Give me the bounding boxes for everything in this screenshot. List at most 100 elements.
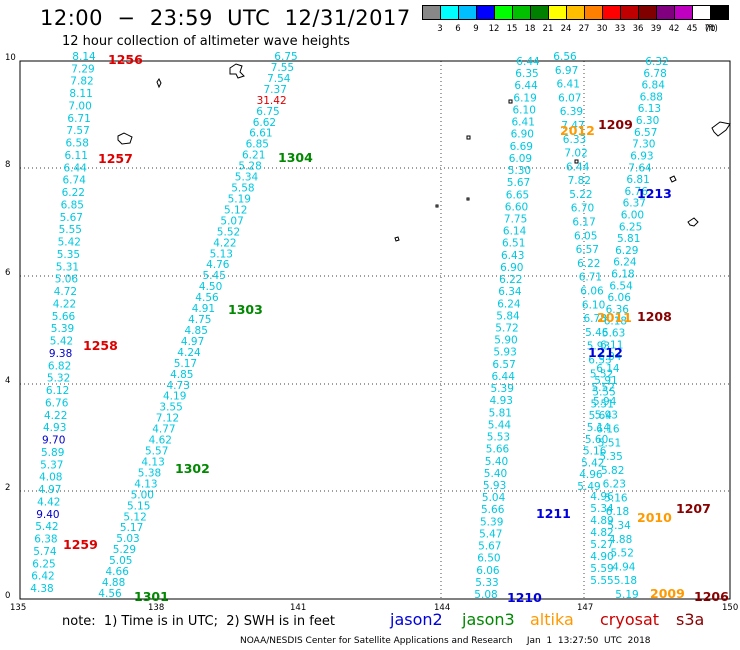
color-scale-unit: (ft): [705, 24, 718, 34]
color-scale-label: 33: [614, 24, 626, 34]
wave-height-value: 6.10: [513, 105, 536, 117]
wave-height-value: 5.07: [220, 215, 243, 227]
wave-height-value: 5.55: [590, 575, 613, 587]
wave-height-value: 5.39: [491, 383, 514, 395]
wave-height-value: 6.21: [242, 150, 265, 162]
wave-height-value: 5.42: [581, 457, 604, 469]
wave-height-value: 6.35: [515, 68, 538, 80]
x-tick-label: 141: [290, 603, 307, 613]
y-tick-label: 10: [5, 53, 16, 63]
wave-height-value: 5.82: [601, 465, 624, 477]
credit-line: NOAA/NESDIS Center for Satellite Applica…: [240, 636, 651, 646]
wave-height-value: 6.90: [500, 262, 523, 274]
wave-height-value: 4.94: [612, 561, 636, 573]
wave-height-value: 5.12: [123, 511, 146, 523]
track-time-labels: 1256 1257 1258 1259 1304 1303 1302 1301 2012 2011…: [63, 52, 729, 605]
track-time-label: 2010: [637, 510, 672, 525]
wave-height-value: 5.04: [482, 492, 506, 504]
wave-height-value: 6.06: [476, 565, 500, 577]
wave-height-value: 6.33: [563, 134, 586, 146]
island-shape: [574, 159, 579, 164]
wave-height-value: 5.64: [589, 410, 613, 422]
y-tick-label: 6: [5, 268, 11, 278]
wave-height-value: 6.78: [584, 313, 607, 325]
wave-height-value: 8.11: [69, 88, 92, 100]
map-subtitle: 12 hour collection of altimeter wave hei…: [62, 34, 350, 49]
satellite-legend-jason2: jason2: [390, 610, 443, 629]
wave-height-value: 6.70: [571, 203, 594, 215]
wave-height-value: 6.97: [555, 65, 578, 77]
wave-height-value: 5.66: [481, 504, 505, 516]
wave-height-value: 5.05: [109, 555, 132, 567]
wave-height-value: 7.57: [66, 125, 89, 137]
wave-height-value: 5.28: [238, 161, 261, 173]
wave-height-value: 5.60: [585, 434, 608, 446]
wave-height-value: 6.16: [596, 424, 620, 436]
wave-height-value: 5.42: [35, 521, 58, 533]
wave-height-value: 4.38: [30, 583, 53, 595]
wave-height-value: 4.82: [590, 527, 613, 539]
wave-height-value: 5.39: [51, 323, 74, 335]
wave-height-value: 5.52: [590, 368, 613, 380]
wave-height-value: 5.74: [33, 546, 57, 558]
color-scale-swatch: [710, 5, 729, 20]
wave-height-value: 6.25: [619, 221, 642, 233]
track-time-label: 1259: [63, 537, 98, 552]
wave-height-value: 6.18: [611, 269, 634, 281]
wave-height-value: 6.06: [580, 286, 604, 298]
island-outlines: [117, 63, 731, 242]
wave-height-value: 6.75: [256, 106, 279, 118]
island-shape: [117, 132, 133, 145]
wave-height-value: 5.93: [587, 341, 610, 353]
wave-height-value: 5.67: [60, 212, 83, 224]
wave-height-value: 6.51: [502, 238, 525, 250]
wave-height-value: 6.11: [65, 150, 88, 162]
wave-height-value: 4.91: [192, 303, 215, 315]
wave-height-value: 5.72: [495, 323, 518, 335]
wave-height-value: 6.43: [501, 250, 524, 262]
wave-height-value: 5.34: [235, 172, 259, 184]
wave-height-value: 4.56: [98, 588, 122, 600]
wave-height-value: 7.64: [628, 162, 652, 174]
track-time-label: 2011: [597, 310, 632, 325]
wave-height-value: 5.17: [174, 358, 197, 370]
wave-height-value: 5.90: [494, 335, 517, 347]
wave-height-value: 3.55: [159, 402, 182, 414]
satellite-legend-jason3: jason3: [462, 610, 515, 629]
wave-height-value: 6.90: [511, 129, 534, 141]
wave-height-value: 6.44: [492, 371, 516, 383]
wave-height-value: 6.19: [513, 92, 536, 104]
wave-height-value: 5.51: [591, 398, 614, 410]
wave-height-value: 6.22: [62, 187, 85, 199]
wave-height-value: 5.52: [592, 382, 615, 394]
wave-height-value: 8.14: [72, 51, 96, 63]
wave-height-value: 6.62: [253, 117, 276, 129]
wave-height-value: 5.55: [592, 387, 615, 399]
wave-height-value: 6.07: [558, 92, 581, 104]
wave-height-value: 5.29: [113, 544, 136, 556]
wave-height-value: 5.67: [507, 177, 530, 189]
wave-height-value: 5.13: [210, 248, 233, 260]
wave-height-value: 5.57: [145, 446, 168, 458]
wave-height-value: 4.96: [590, 491, 614, 503]
wave-height-value: 6.04: [598, 351, 622, 363]
wave-height-value: 4.19: [163, 391, 186, 403]
color-scale-label: 9: [473, 24, 479, 34]
wave-height-value: 5.08: [474, 589, 497, 601]
wave-height-value: 5.89: [41, 447, 64, 459]
track-time-label: 1211: [536, 506, 571, 521]
wave-height-value: 6.22: [577, 258, 600, 270]
wave-height-value: 6.24: [613, 257, 637, 269]
track-time-label: 1210: [507, 590, 542, 605]
wave-height-value: 5.34: [607, 520, 631, 532]
wave-height-value: 5.00: [131, 489, 154, 501]
track-values: 8.147.297.828.117.006.717.576.586.116.44…: [30, 51, 668, 601]
wave-height-value: 6.71: [67, 113, 90, 125]
wave-height-value: 4.08: [39, 472, 62, 484]
wave-height-value: 6.44: [516, 56, 540, 68]
wave-height-value: 6.60: [505, 201, 528, 213]
wave-height-value: 6.10: [582, 299, 605, 311]
wave-height-value: 6.23: [603, 479, 626, 491]
wave-height-value: 4.90: [590, 551, 613, 563]
wave-height-value: 6.78: [643, 68, 666, 80]
